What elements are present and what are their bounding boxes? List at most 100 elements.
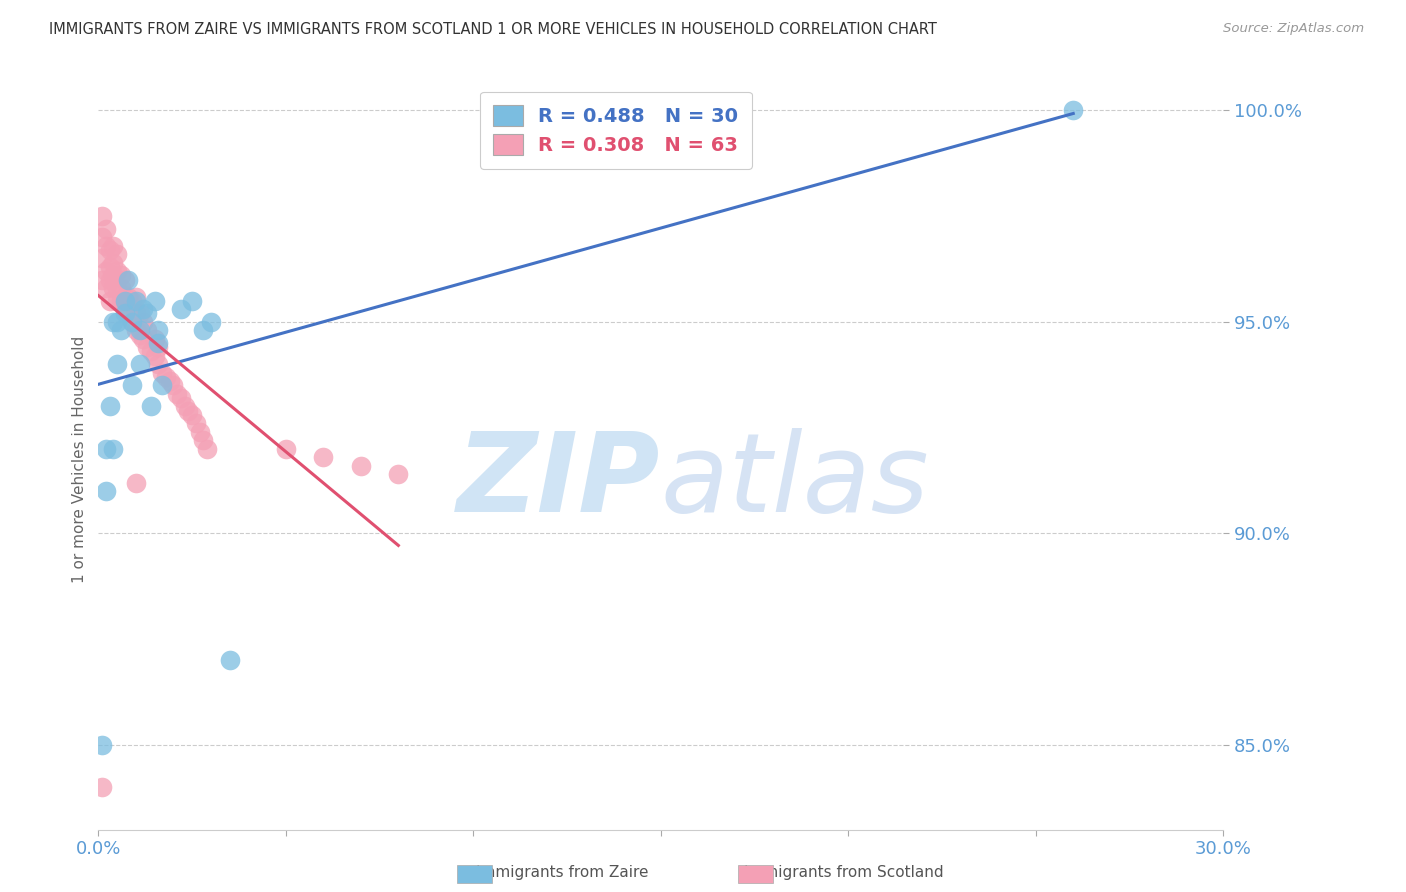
- Point: [121, 315, 143, 329]
- Point: [136, 340, 159, 354]
- Point: [148, 323, 170, 337]
- Point: [105, 357, 128, 371]
- Point: [143, 349, 166, 363]
- Point: [132, 315, 155, 329]
- Point: [114, 302, 136, 317]
- Point: [103, 238, 125, 252]
- Point: [139, 400, 162, 414]
- Point: [105, 293, 128, 308]
- Point: [312, 450, 335, 465]
- Point: [121, 378, 143, 392]
- Point: [128, 323, 150, 337]
- Point: [105, 281, 128, 295]
- Text: ZIP: ZIP: [457, 428, 661, 535]
- Point: [114, 293, 136, 308]
- Point: [125, 475, 148, 490]
- Point: [91, 209, 114, 223]
- Point: [110, 268, 132, 283]
- Point: [98, 272, 121, 286]
- Point: [125, 306, 148, 320]
- Point: [143, 332, 166, 346]
- Point: [188, 425, 211, 439]
- Point: [103, 281, 125, 295]
- Point: [128, 357, 150, 371]
- Point: [94, 238, 117, 252]
- Point: [121, 293, 143, 308]
- Point: [98, 243, 121, 257]
- Point: [195, 442, 218, 456]
- Point: [110, 293, 132, 308]
- Point: [110, 323, 132, 337]
- Point: [103, 442, 125, 456]
- Point: [103, 315, 125, 329]
- Point: [94, 484, 117, 499]
- Point: [91, 252, 114, 266]
- Point: [387, 467, 409, 482]
- Point: [132, 332, 155, 346]
- Point: [128, 306, 150, 320]
- Point: [150, 378, 173, 392]
- Point: [166, 386, 188, 401]
- Point: [91, 230, 114, 244]
- Point: [98, 260, 121, 274]
- Point: [193, 434, 215, 448]
- Point: [170, 391, 193, 405]
- Point: [98, 400, 121, 414]
- Point: [148, 336, 170, 351]
- Point: [162, 378, 184, 392]
- Point: [200, 315, 222, 329]
- Text: atlas: atlas: [661, 428, 929, 535]
- Point: [91, 272, 114, 286]
- Point: [274, 442, 297, 456]
- Point: [184, 417, 207, 431]
- Point: [121, 315, 143, 329]
- Point: [117, 272, 139, 286]
- Point: [136, 323, 159, 337]
- Point: [218, 653, 240, 667]
- Point: [181, 408, 204, 422]
- Point: [159, 374, 181, 388]
- Point: [103, 268, 125, 283]
- Point: [117, 306, 139, 320]
- Point: [177, 403, 200, 417]
- Point: [170, 302, 193, 317]
- Point: [128, 327, 150, 342]
- Point: [125, 293, 148, 308]
- Point: [105, 264, 128, 278]
- Point: [103, 255, 125, 269]
- Point: [139, 344, 162, 359]
- Point: [148, 340, 170, 354]
- Point: [136, 306, 159, 320]
- Point: [173, 400, 195, 414]
- Point: [125, 323, 148, 337]
- Point: [350, 458, 373, 473]
- Point: [114, 306, 136, 320]
- Point: [105, 247, 128, 261]
- Point: [98, 293, 121, 308]
- Point: [114, 289, 136, 303]
- Point: [117, 289, 139, 303]
- Point: [110, 281, 132, 295]
- Point: [1062, 103, 1084, 118]
- Point: [94, 281, 117, 295]
- Point: [125, 289, 148, 303]
- Text: Source: ZipAtlas.com: Source: ZipAtlas.com: [1223, 22, 1364, 36]
- Legend: R = 0.488   N = 30, R = 0.308   N = 63: R = 0.488 N = 30, R = 0.308 N = 63: [479, 92, 752, 169]
- Y-axis label: 1 or more Vehicles in Household: 1 or more Vehicles in Household: [72, 335, 87, 583]
- Point: [148, 357, 170, 371]
- Point: [193, 323, 215, 337]
- Point: [114, 272, 136, 286]
- Text: IMMIGRANTS FROM ZAIRE VS IMMIGRANTS FROM SCOTLAND 1 OR MORE VEHICLES IN HOUSEHOL: IMMIGRANTS FROM ZAIRE VS IMMIGRANTS FROM…: [49, 22, 936, 37]
- Point: [94, 264, 117, 278]
- Point: [181, 293, 204, 308]
- Point: [91, 780, 114, 795]
- Point: [94, 222, 117, 236]
- Text: Immigrants from Zaire: Immigrants from Zaire: [477, 865, 648, 880]
- Point: [143, 293, 166, 308]
- Text: Immigrants from Scotland: Immigrants from Scotland: [744, 865, 943, 880]
- Point: [150, 366, 173, 380]
- Point: [105, 315, 128, 329]
- Point: [132, 302, 155, 317]
- Point: [155, 370, 177, 384]
- Point: [91, 738, 114, 752]
